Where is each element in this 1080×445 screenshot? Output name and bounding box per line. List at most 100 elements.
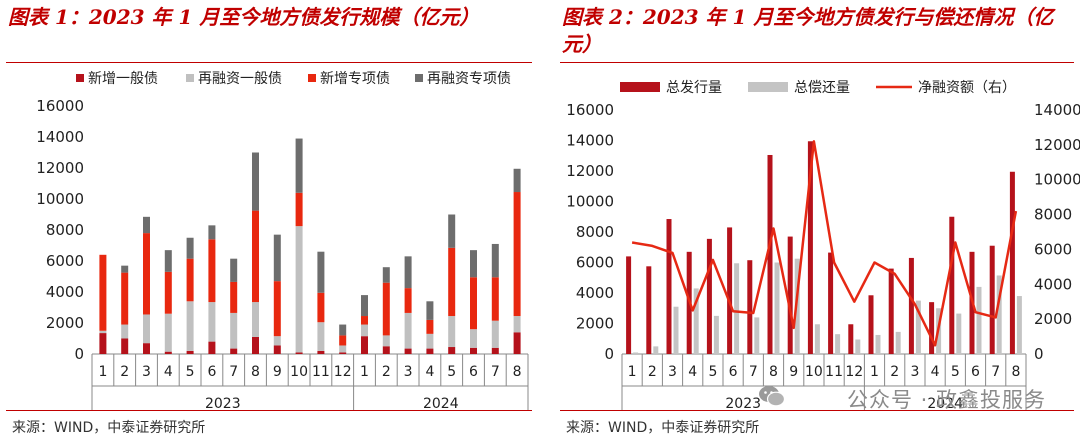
bar bbox=[875, 334, 881, 354]
bar-segment bbox=[491, 277, 499, 321]
bar bbox=[706, 238, 712, 354]
bar-segment bbox=[121, 272, 129, 325]
bar bbox=[996, 275, 1002, 354]
bar-segment bbox=[426, 333, 434, 349]
bar-segment bbox=[513, 316, 521, 333]
y-tick-label: 12000 bbox=[566, 162, 614, 180]
bar-segment bbox=[208, 239, 216, 303]
bar-segment bbox=[186, 258, 194, 302]
bar-segment bbox=[404, 256, 412, 289]
bar bbox=[814, 324, 820, 354]
bar bbox=[929, 302, 935, 354]
bar bbox=[848, 324, 854, 354]
x-tick-label: 8 bbox=[1011, 364, 1020, 380]
x-tick-label: 2 bbox=[120, 364, 129, 380]
legend-item: 新增专项债 bbox=[308, 71, 390, 87]
bar-segment bbox=[382, 335, 390, 347]
y-tick-label: 6000 bbox=[46, 252, 84, 270]
bar-segment bbox=[404, 288, 412, 313]
bar-segment bbox=[339, 324, 347, 336]
legend-item: 新增一般债 bbox=[76, 71, 158, 87]
bar-segment bbox=[470, 277, 477, 330]
y2-tick-label: 14000 bbox=[1034, 101, 1080, 119]
bar-segment bbox=[426, 319, 434, 334]
bar-segment bbox=[339, 335, 347, 346]
chart-title: 图表 2：2023 年 1 月至今地方债发行与偿还情况（亿元） bbox=[562, 5, 1054, 56]
legend-item: 再融资专项债 bbox=[415, 71, 511, 87]
chart-title: 图表 1：2023 年 1 月至今地方债发行规模（亿元） bbox=[8, 5, 480, 29]
bar-segment bbox=[121, 265, 129, 273]
x-tick-label: 6 bbox=[971, 364, 980, 380]
bar bbox=[713, 315, 719, 354]
x-tick-label: 4 bbox=[688, 364, 697, 380]
bar-segment bbox=[317, 292, 325, 323]
x-tick-label: 11 bbox=[312, 364, 330, 380]
bar-segment bbox=[99, 330, 107, 334]
bar bbox=[626, 256, 632, 354]
bar-segment bbox=[273, 345, 281, 354]
title-divider bbox=[6, 62, 532, 63]
bar-segment bbox=[317, 322, 325, 351]
bar-segment bbox=[121, 338, 129, 354]
bar-segment bbox=[99, 254, 107, 331]
legend-swatch bbox=[186, 74, 194, 82]
bar-segment bbox=[208, 341, 216, 354]
bar-segment bbox=[361, 295, 368, 317]
y-tick-label: 6000 bbox=[576, 254, 614, 272]
bar-segment bbox=[426, 301, 434, 320]
bar bbox=[646, 266, 652, 354]
wechat-icon bbox=[759, 386, 786, 407]
bar bbox=[633, 352, 639, 354]
bar-segment bbox=[252, 302, 259, 337]
bar bbox=[956, 313, 962, 354]
y-tick-label: 14000 bbox=[36, 128, 84, 146]
bar bbox=[888, 268, 894, 354]
bar-segment bbox=[273, 336, 281, 346]
y-tick-label: 10000 bbox=[566, 193, 614, 211]
bar-segment bbox=[295, 226, 303, 353]
x-tick-label: 10 bbox=[805, 364, 823, 380]
y-tick-label: 8000 bbox=[46, 221, 84, 239]
bar-segment bbox=[491, 347, 499, 354]
x-tick-label: 9 bbox=[273, 364, 282, 380]
bar-segment bbox=[208, 302, 216, 342]
bar-segment bbox=[317, 350, 325, 354]
legend-item: 总偿还量 bbox=[748, 80, 850, 96]
bar bbox=[673, 306, 679, 354]
legend-swatch bbox=[76, 74, 84, 82]
bar-segment bbox=[273, 281, 281, 337]
bar-segment bbox=[382, 267, 390, 283]
x-tick-label: 2 bbox=[890, 364, 899, 380]
bar-segment bbox=[208, 225, 216, 240]
source-divider bbox=[560, 410, 1074, 411]
chart-source: 来源：WIND，中泰证券研究所 bbox=[566, 420, 760, 436]
y-tick-label: 14000 bbox=[566, 132, 614, 150]
bar-segment bbox=[252, 210, 259, 303]
x-tick-label: 6 bbox=[729, 364, 738, 380]
bar-segment bbox=[448, 214, 456, 248]
bar-segment bbox=[186, 350, 194, 354]
bar-segment bbox=[99, 333, 107, 354]
bar bbox=[807, 141, 813, 354]
legend-item: 净融资额（右） bbox=[876, 80, 1016, 96]
bar bbox=[908, 257, 914, 354]
bar-segment bbox=[513, 168, 521, 193]
bar-segment bbox=[121, 324, 129, 339]
x-tick-label: 7 bbox=[749, 364, 758, 380]
y-tick-label: 10000 bbox=[36, 190, 84, 208]
bar bbox=[787, 236, 793, 354]
bar-segment bbox=[448, 247, 456, 317]
bar bbox=[767, 154, 773, 354]
year-group-label: 2024 bbox=[423, 396, 459, 410]
bar bbox=[734, 263, 740, 354]
bar-segment bbox=[470, 329, 477, 348]
bar bbox=[1009, 171, 1015, 354]
bar-segment bbox=[470, 347, 477, 354]
bar bbox=[1016, 296, 1022, 354]
bar bbox=[868, 295, 874, 354]
x-tick-label: 1 bbox=[98, 364, 107, 380]
x-tick-label: 4 bbox=[164, 364, 173, 380]
source-divider bbox=[6, 410, 532, 411]
x-tick-label: 12 bbox=[334, 364, 352, 380]
legend-item: 总发行量 bbox=[620, 80, 722, 96]
